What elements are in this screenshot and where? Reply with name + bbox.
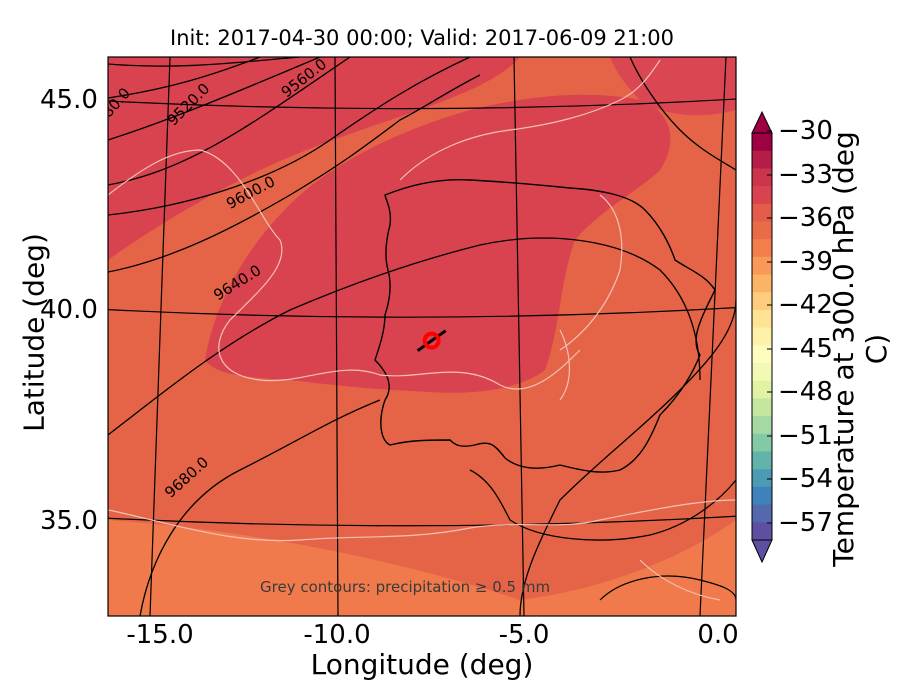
height-contour: [108, 57, 261, 99]
colorbar-segment: [752, 239, 772, 258]
colorbar-extend-bottom: [751, 539, 773, 564]
height-contour: [108, 74, 481, 273]
x-tick-label: -15.0: [126, 620, 194, 650]
precipitation-contour: [108, 149, 283, 381]
height-contour: [108, 57, 301, 67]
precipitation-contour: [559, 194, 623, 351]
x-tick-label: -5.0: [498, 620, 550, 650]
colorbar-segment: [752, 186, 772, 205]
height-contour: [108, 57, 321, 141]
colorbar-extend-top: [751, 110, 773, 134]
colorbar-segment: [752, 221, 772, 240]
precipitation-contour: [639, 559, 721, 601]
colorbar-segment: [752, 133, 772, 152]
colorbar-frame: [751, 132, 773, 541]
colorbar-segment: [752, 256, 772, 276]
colorbar-segment: [752, 416, 772, 435]
y-tick-label: 45.0: [40, 85, 98, 115]
y-axis-label: Latitude (deg): [17, 233, 51, 432]
precipitation-contour: [108, 499, 736, 542]
colorbar-segment: [752, 292, 772, 311]
height-contour: [519, 299, 736, 616]
location-marker: [422, 331, 441, 350]
colorbar-segment: [752, 398, 772, 417]
iberia-coastline: [374, 178, 716, 473]
colorbar-tick-label: −39: [778, 247, 833, 277]
colorbar-segment: [752, 168, 772, 187]
colorbar-tick-label: −54: [778, 464, 833, 494]
colorbar-segment: [752, 363, 772, 382]
coastline-segment: [599, 575, 736, 601]
x-tick-label: -10.0: [303, 620, 371, 650]
cool-south-region: [108, 520, 736, 616]
meridian-line: [334, 57, 339, 616]
precipitation-contour: [399, 59, 661, 181]
colorbar-segment: [752, 380, 772, 399]
colorbar-tick-label: −45: [778, 334, 833, 364]
france-coastline: [629, 57, 736, 171]
y-tick-label: 35.0: [40, 506, 98, 536]
precipitation-contour: [559, 329, 571, 401]
plot-frame: [107, 56, 737, 617]
y-tick-label: 40.0: [40, 295, 98, 325]
colorbar-tick-label: −48: [778, 377, 833, 407]
colorbar-label: Temperature at 300.0 hPa (deg C): [827, 131, 893, 567]
x-tick-label: 0.0: [697, 620, 739, 650]
colorbar-segment: [752, 486, 772, 506]
parallel-line: [108, 307, 736, 318]
warm-nw-region: [108, 57, 520, 260]
meridian-line: [149, 57, 171, 616]
height-contour: [108, 57, 351, 186]
warm-core-region: [205, 94, 671, 393]
colorbar-segment: [752, 433, 772, 453]
colorbar-segment: [752, 274, 772, 293]
colorbar-segment: [752, 522, 772, 541]
marker-track: [416, 329, 447, 352]
colorbar-segment: [752, 203, 772, 222]
colorbar-segment: [752, 327, 772, 346]
colorbar-tick-label: −33: [778, 160, 833, 190]
colorbar-tick-label: −30: [778, 116, 833, 146]
meridian-line: [513, 57, 525, 616]
height-contour: [108, 57, 471, 216]
africa-coastline: [469, 469, 736, 541]
colorbar-tick-label: −51: [778, 421, 833, 451]
colorbar-segment: [752, 504, 772, 523]
chart-title: Init: 2017-04-30 00:00; Valid: 2017-06-0…: [170, 26, 674, 50]
precipitation-contour: [259, 349, 581, 390]
colorbar-tick-label: −36: [778, 203, 833, 233]
x-axis-label: Longitude (deg): [310, 648, 534, 681]
precipitation-note: Grey contours: precipitation ≥ 0.5 mm: [260, 578, 551, 596]
colorbar-segment: [752, 469, 772, 488]
parallel-line: [108, 98, 736, 110]
colorbar-segment: [752, 309, 772, 329]
parallel-line: [108, 515, 736, 527]
colorbar-segment: [752, 150, 772, 169]
height-contour: [139, 399, 381, 616]
colorbar-segment: [752, 345, 772, 364]
colorbar-segment: [752, 451, 772, 470]
meridian-line: [699, 57, 727, 616]
colorbar-tick-label: −57: [778, 508, 833, 538]
colorbar-tick-label: −42: [778, 290, 833, 320]
